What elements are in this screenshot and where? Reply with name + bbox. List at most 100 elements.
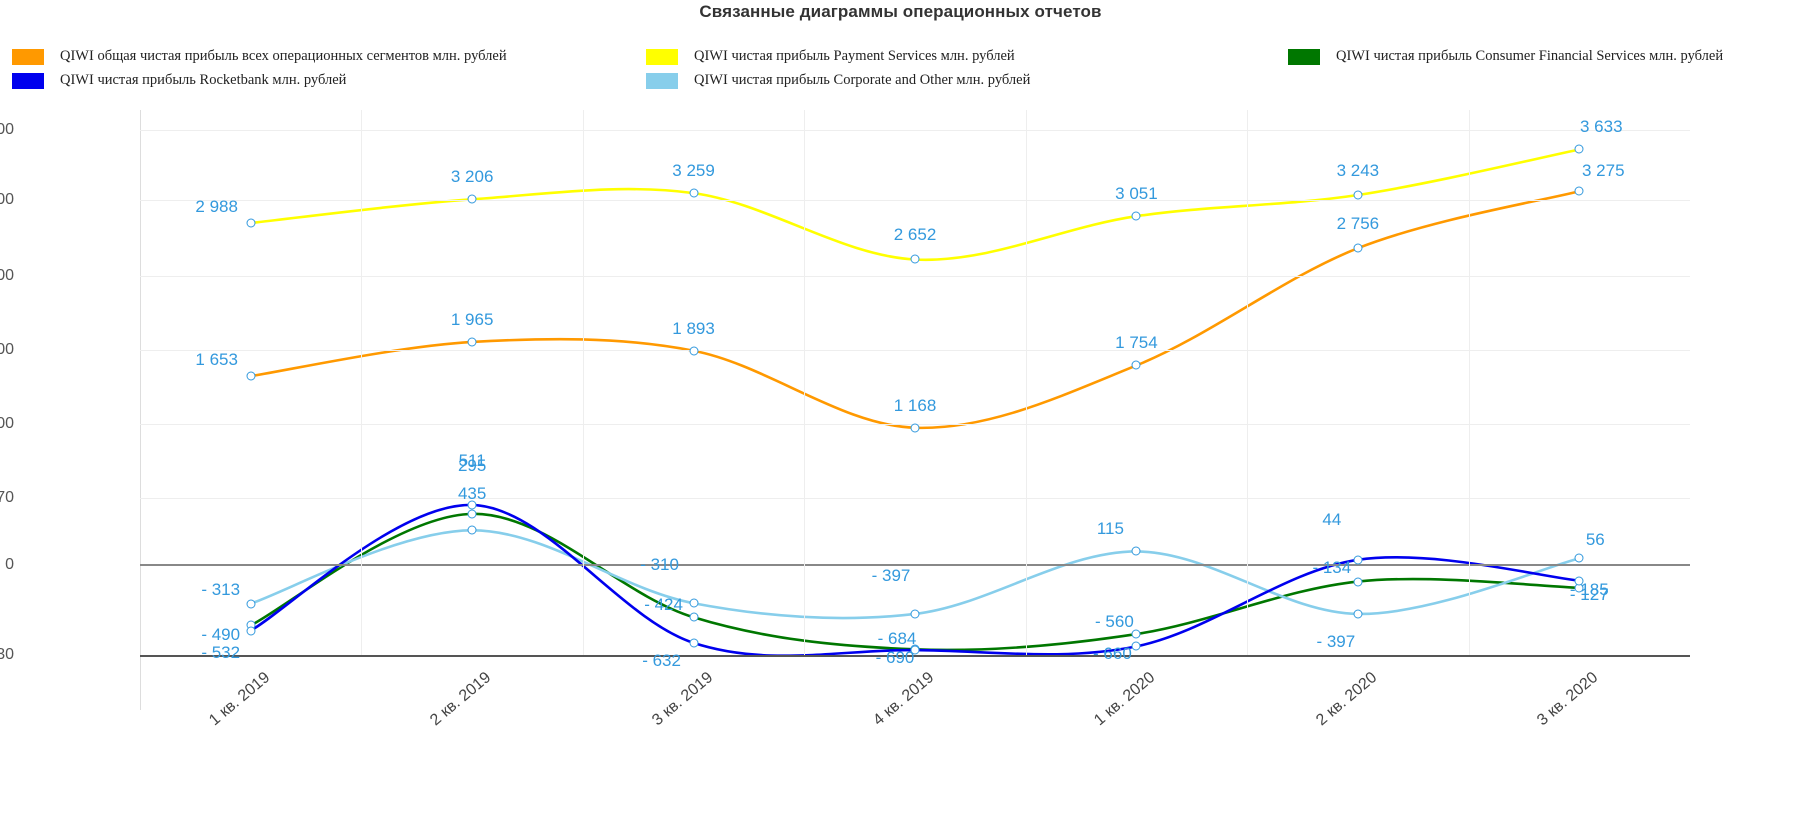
legend-swatch-icon [12,48,44,65]
data-point-label: 115 [1096,519,1124,539]
data-point-label: 3 051 [1115,184,1158,204]
grid-line [140,655,1690,657]
legend-swatch-icon [12,72,44,89]
data-point-label: - 660 [1093,644,1132,664]
y-axis-tick-label: 0 [5,556,14,573]
grid-line-vertical [804,110,806,655]
data-point-label: - 127 [1569,584,1609,604]
data-point-marker[interactable] [689,346,699,356]
y-axis-tick-label: 2 500 [0,267,14,284]
data-point-label: - 684 [877,629,917,649]
y-axis-tick-label: 570 [0,489,14,506]
data-point-marker[interactable] [689,638,699,648]
data-point-label: 3 275 [1582,161,1625,181]
data-point-marker[interactable] [689,598,699,608]
data-point-label: 511 [458,450,486,470]
data-point-marker[interactable] [246,218,256,228]
data-point-marker[interactable] [1353,577,1363,587]
legend-item-total[interactable]: QIWI общая чистая прибыль всех операцион… [12,48,507,65]
legend-item-label: QIWI чистая прибыль Rocketbank млн. рубл… [60,72,347,88]
data-point-marker[interactable] [1131,211,1141,221]
grid-line [140,130,1690,131]
data-point-label: - 310 [640,555,679,575]
legend-item-corporate-and-other[interactable]: QIWI чистая прибыль Corporate and Other … [646,72,1030,89]
y-axis-tick-label: 1 900 [0,341,14,358]
data-point-label: - 490 [201,625,241,645]
data-point-marker[interactable] [1131,641,1141,651]
data-point-marker[interactable] [467,194,477,204]
data-point-label: 1 653 [195,350,238,370]
data-point-marker[interactable] [246,371,256,381]
data-point-label: - 397 [871,565,911,585]
data-point-label: 1 754 [1115,333,1158,353]
data-point-label: 435 [457,483,487,503]
data-point-label: - 532 [201,642,241,662]
data-point-marker[interactable] [246,626,256,636]
data-point-label: - 424 [644,595,683,615]
data-point-label: 295 [457,456,487,476]
data-point-marker[interactable] [1574,576,1584,586]
data-point-marker[interactable] [1353,243,1363,253]
data-point-label: 56 [1585,530,1605,550]
y-axis-tick-label: - 730 [0,646,14,663]
data-point-marker[interactable] [1131,629,1141,639]
legend-item-label: QIWI общая чистая прибыль всех операцион… [60,48,507,64]
legend-item-label: QIWI чистая прибыль Corporate and Other … [694,72,1031,88]
data-point-marker[interactable] [910,254,920,264]
chart-legend: QIWI общая чистая прибыль всех операцион… [0,46,1801,94]
data-point-marker[interactable] [910,423,920,433]
grid-line-vertical [1468,110,1470,655]
y-axis-line [140,110,141,710]
data-point-marker[interactable] [1574,553,1584,563]
data-point-marker[interactable] [1574,186,1584,196]
grid-line-vertical [1247,110,1249,655]
data-point-label: - 134 [1312,557,1352,577]
data-point-label: 2 652 [893,225,937,245]
legend-item-payment-services[interactable]: QIWI чистая прибыль Payment Services млн… [646,48,1015,65]
series-line [249,529,1581,620]
data-point-label: 1 168 [893,395,937,415]
data-point-label: 1 965 [450,309,494,329]
legend-swatch-icon [646,72,678,89]
data-point-label: 3 633 [1580,117,1623,137]
data-point-label: - 690 [875,648,915,668]
data-point-marker[interactable] [910,645,920,655]
legend-swatch-icon [646,48,678,65]
data-point-label: 3 259 [672,161,715,181]
grid-line-vertical [582,110,584,655]
data-point-label: 2 756 [1336,214,1380,234]
plot-area: 3 8003 2002 5001 9001 2005700- 7301 кв. … [0,110,1690,729]
grid-line [140,350,1690,351]
grid-line-vertical [361,110,363,655]
data-point-marker[interactable] [467,509,477,519]
data-point-marker[interactable] [689,612,699,622]
data-point-marker[interactable] [689,188,699,198]
data-point-marker[interactable] [1131,360,1141,370]
data-point-marker[interactable] [910,609,920,619]
data-point-label: 1 893 [672,318,715,338]
data-point-label: - 313 [201,579,241,599]
y-axis-tick-label: 3 800 [0,121,14,138]
data-point-marker[interactable] [467,500,477,510]
legend-item-consumer-financial-services[interactable]: QIWI чистая прибыль Consumer Financial S… [1288,48,1723,65]
legend-swatch-icon [1288,48,1320,65]
data-point-marker[interactable] [1353,609,1363,619]
y-axis-tick-label: 1 200 [0,415,14,432]
legend-item-rocketbank[interactable]: QIWI чистая прибыль Rocketbank млн. рубл… [12,72,346,89]
data-point-label: 3 206 [450,167,494,187]
grid-line [140,200,1690,201]
data-point-marker[interactable] [246,599,256,609]
data-point-label: 2 988 [195,197,238,217]
data-point-label: 44 [1322,509,1342,529]
data-point-marker[interactable] [467,337,477,347]
data-point-marker[interactable] [1353,555,1363,565]
grid-line [140,276,1690,277]
data-point-marker[interactable] [467,525,477,535]
data-point-marker[interactable] [1353,190,1363,200]
data-point-label: - 632 [642,650,681,670]
zero-axis-line [140,564,1690,566]
data-point-marker[interactable] [1574,144,1584,154]
grid-line [140,498,1690,499]
data-point-marker[interactable] [1131,546,1141,556]
